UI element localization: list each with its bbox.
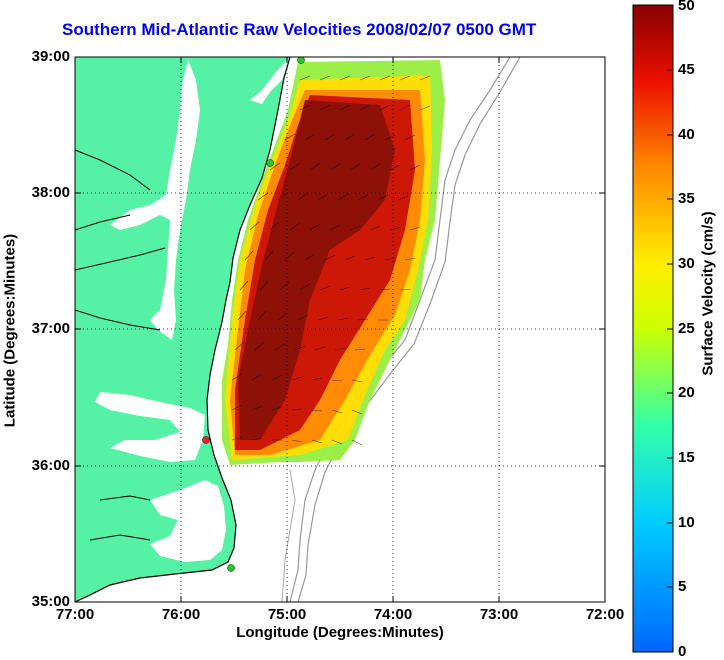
colorbar-tick-label: 25 [678,320,695,337]
colorbar-tick-label: 35 [678,190,695,207]
colorbar-tick-label: 50 [678,0,695,14]
pamlico-sound [150,480,226,562]
y-axis-label: Latitude (Degrees:Minutes) [1,233,19,428]
y-tick-label: 38:00 [31,184,70,201]
bathymetry-contour-3 [281,469,296,602]
station-marker-active [266,159,274,167]
x-tick-label: 73:00 [479,606,519,623]
colorbar-tick-label: 45 [678,61,695,78]
river-channels [75,149,166,541]
colorbar-tick-label: 10 [678,514,695,531]
colorbar-tick-label: 30 [678,255,695,272]
albemarle-sound [95,392,205,462]
map-title: Southern Mid-Atlantic Raw Velocities 200… [62,20,537,39]
x-tick-label: 76:00 [161,606,201,623]
bathymetry-contour-2 [297,57,521,602]
station-marker-active [227,564,235,572]
y-tick-label: 37:00 [31,320,70,337]
x-tick-label: 72:00 [585,606,625,623]
colorbar-tick-label: 20 [678,384,695,401]
station-marker-active [297,57,305,64]
y-tick-label: 36:00 [31,457,70,474]
colorbar-tick-label: 5 [678,578,687,595]
station-marker-inactive [202,436,210,444]
x-tick-label: 75:00 [267,606,307,623]
bathymetry-contour-1 [289,57,511,602]
colorbar [632,4,674,653]
chesapeake-bay [110,60,200,340]
x-axis-label: Longitude (Degrees:Minutes) [236,624,444,641]
colorbar-tick-label: 0 [678,643,687,660]
x-tick-label: 74:00 [373,606,413,623]
colorbar-label: Surface Velocity (cm/s) [699,211,717,376]
colorbar-ticks [667,69,673,588]
grid-lines [75,57,605,602]
coastline [75,57,291,602]
velocity-zone-darkred [238,100,395,440]
axis-ticks [75,57,605,602]
colorbar-tick-label: 40 [678,126,695,143]
velocity-arrows [231,75,431,446]
x-tick-label: 77:00 [55,606,95,623]
delaware-bay [250,57,290,104]
colorbar-tick-label: 15 [678,449,695,466]
y-tick-label: 39:00 [31,48,70,65]
land-mass [75,57,290,602]
y-tick-label: 35:00 [31,593,70,610]
velocity-field [222,60,445,465]
